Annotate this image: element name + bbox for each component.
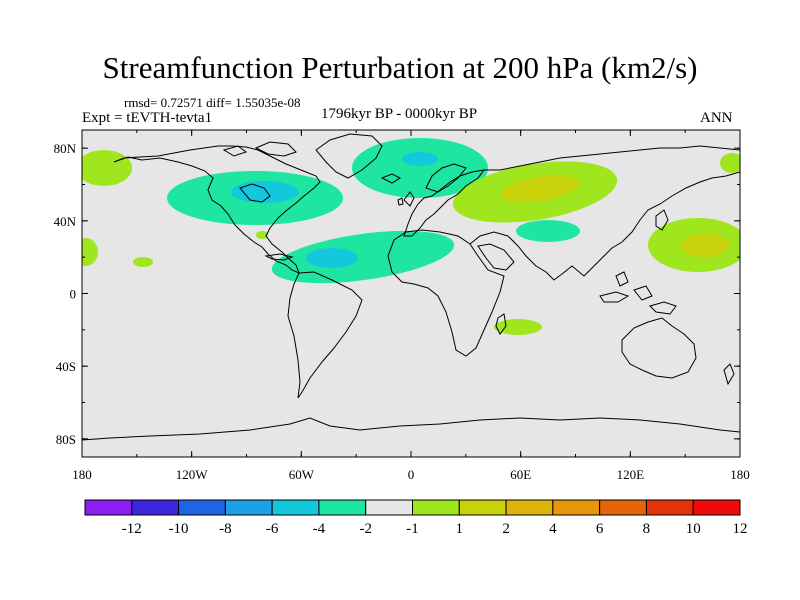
lon-tick-label: 60E [510, 467, 531, 482]
coastline [633, 285, 653, 301]
contour-region [352, 138, 488, 198]
colorbar-swatch [645, 499, 694, 516]
contour-region [500, 175, 580, 203]
contour-region [516, 220, 580, 242]
contour-region [82, 150, 132, 186]
lon-tick-label: 0 [408, 467, 415, 482]
coastline [621, 317, 697, 379]
lon-tick-label: 120W [176, 467, 209, 482]
colorbar-label: -1 [406, 521, 419, 537]
colorbar-label: 4 [549, 521, 557, 537]
colorbar-swatch [271, 499, 320, 516]
colorbar-swatch [224, 499, 273, 516]
colorbar-swatch [552, 499, 601, 516]
coastline [380, 173, 402, 184]
coastline [615, 271, 629, 287]
coastline [599, 291, 630, 303]
coastline [113, 145, 321, 274]
coastline [477, 243, 515, 271]
coastline [239, 183, 271, 203]
colorbar-swatch [412, 499, 460, 516]
contour-region [271, 230, 455, 284]
coastline [397, 197, 404, 206]
colorbar-label: 2 [502, 521, 510, 537]
colorbar-label: 1 [456, 521, 464, 537]
colorbar: -12 -10 -8 -6 -4 -2 -1 1 2 4 6 8 10 12 [84, 499, 748, 537]
axis-tick-labels: 180 120W 60W 0 60E 120E 180 80N 40N 0 40S 80S [54, 141, 750, 482]
colorbar-label: -12 [122, 521, 142, 537]
experiment-label: Expt = tEVTH-tevta1 [82, 110, 213, 126]
coastline [655, 209, 669, 231]
colorbar-swatch [178, 499, 226, 516]
coastline [387, 229, 505, 357]
contour-region [720, 153, 740, 173]
lon-tick-label: 180 [72, 467, 92, 482]
coastline [264, 253, 294, 261]
season-label: ANN [700, 110, 733, 126]
colorbar-label: -8 [219, 521, 232, 537]
stats-text: rmsd= 0.72571 diff= 1.55035e-08 [124, 95, 301, 110]
contour-region [82, 238, 98, 266]
axis-ticks [81, 130, 741, 457]
coastline [82, 417, 740, 441]
lat-tick-label: 80S [56, 432, 76, 447]
coastline [254, 141, 297, 157]
colorbar-label: 6 [596, 521, 604, 537]
contour-region [256, 231, 268, 239]
colorbar-swatch [318, 499, 367, 516]
coastline [315, 133, 383, 179]
colorbar-label: -6 [266, 521, 279, 537]
colorbar-label: -4 [313, 521, 326, 537]
lon-tick-label: 180 [730, 467, 750, 482]
coastline [469, 145, 740, 281]
coastline [649, 301, 677, 315]
colorbar-swatch [599, 499, 647, 516]
plot-title: Streamfunction Perturbation at 200 hPa (… [102, 50, 698, 85]
coastline [403, 191, 415, 207]
colorbar-swatch [692, 499, 741, 516]
colorbar-swatch [84, 499, 133, 516]
contour-region [133, 257, 153, 267]
coastline [425, 163, 467, 193]
colorbar-swatch [365, 499, 414, 516]
lon-tick-label: 120E [617, 467, 645, 482]
colorbar-label: -10 [169, 521, 189, 537]
coastline [287, 271, 363, 399]
colorbar-swatch [458, 499, 507, 516]
colorbar-label: 8 [643, 521, 651, 537]
colorbar-label: -2 [359, 521, 372, 537]
lon-tick-label: 60W [289, 467, 315, 482]
lat-tick-label: 40N [54, 214, 77, 229]
lat-tick-label: 40S [56, 359, 76, 374]
lat-tick-label: 0 [70, 287, 77, 302]
coastline-layer [82, 133, 740, 441]
lat-tick-label: 80N [54, 141, 77, 156]
colorbar-label: 10 [686, 521, 701, 537]
contour-region [681, 233, 729, 257]
contour-region [306, 248, 358, 268]
coastline [222, 145, 248, 157]
contour-region [402, 152, 438, 166]
colorbar-swatch [505, 499, 554, 516]
colorbar-swatch [131, 499, 180, 516]
colorbar-label: 12 [733, 521, 748, 537]
coastline [495, 313, 507, 335]
coastline [723, 363, 735, 386]
contour-fill-layer [82, 138, 740, 335]
period-label: 1796kyr BP - 0000kyr BP [321, 106, 478, 122]
